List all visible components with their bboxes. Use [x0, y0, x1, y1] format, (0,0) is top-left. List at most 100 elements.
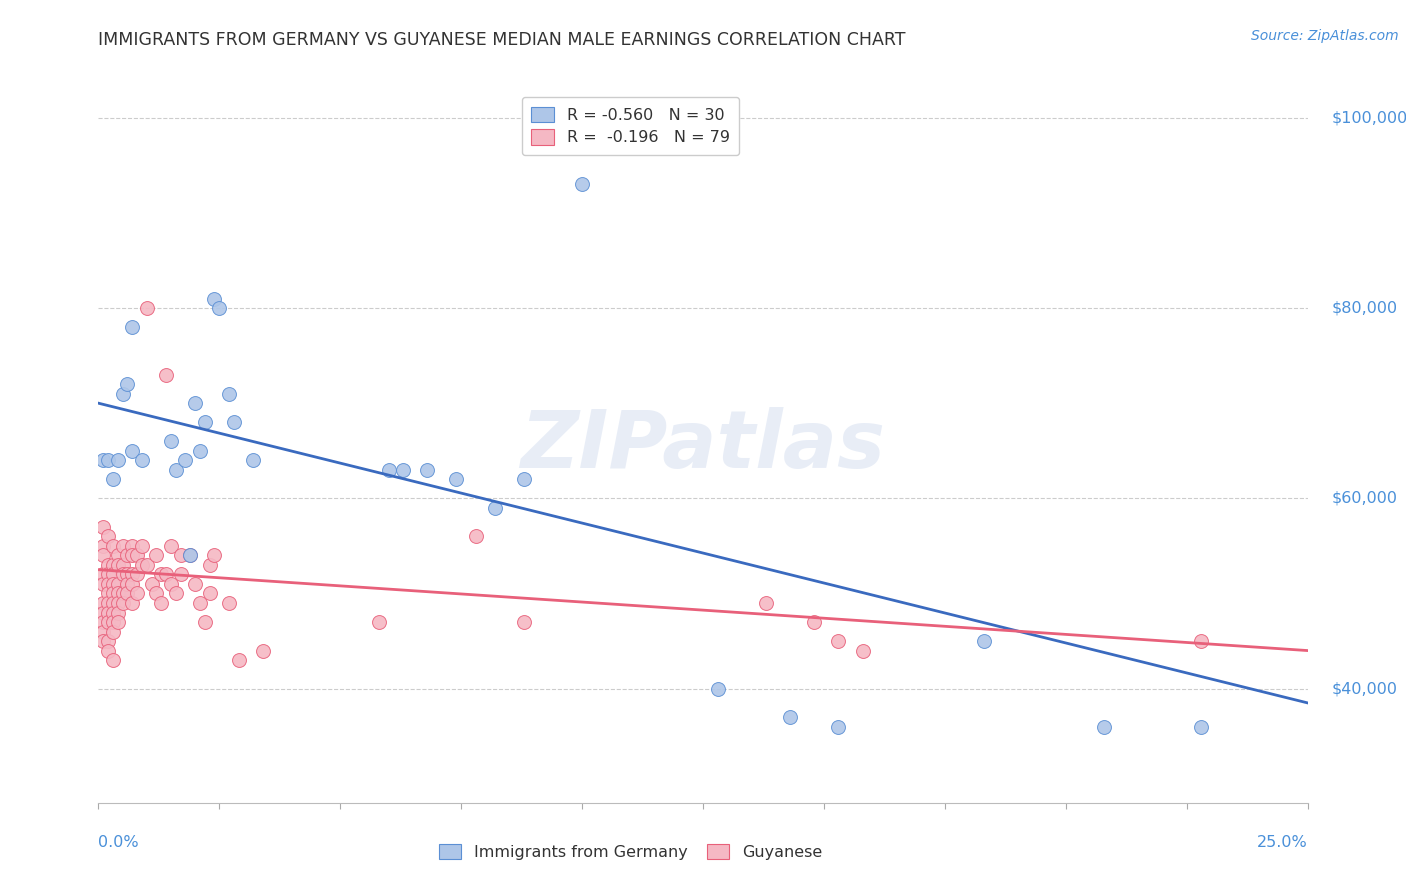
Point: [121, 567, 143, 582]
Point: [107, 596, 129, 610]
Point: [121, 577, 143, 591]
Point: [107, 615, 129, 629]
Point: [184, 396, 207, 410]
Point: [827, 720, 849, 734]
Point: [218, 596, 240, 610]
Point: [91, 520, 114, 534]
Point: [169, 567, 191, 582]
Point: [107, 549, 129, 563]
Point: [135, 301, 157, 315]
Point: [91, 567, 114, 582]
Point: [117, 567, 139, 582]
Point: [127, 567, 149, 582]
Point: [803, 615, 825, 629]
Point: [101, 615, 124, 629]
Text: $60,000: $60,000: [1331, 491, 1398, 506]
Text: ZIPatlas: ZIPatlas: [520, 407, 886, 485]
Point: [852, 643, 875, 657]
Point: [117, 586, 139, 600]
Point: [779, 710, 801, 724]
Legend: Immigrants from Germany, Guyanese: Immigrants from Germany, Guyanese: [432, 838, 828, 866]
Point: [145, 586, 167, 600]
Point: [121, 443, 143, 458]
Point: [1094, 720, 1116, 734]
Point: [165, 463, 187, 477]
Point: [101, 472, 124, 486]
Text: 0.0%: 0.0%: [98, 835, 139, 850]
Point: [194, 615, 217, 629]
Point: [377, 463, 399, 477]
Point: [91, 577, 114, 591]
Point: [101, 558, 124, 572]
Point: [91, 615, 114, 629]
Point: [179, 549, 201, 563]
Point: [446, 472, 468, 486]
Point: [513, 615, 536, 629]
Point: [204, 549, 226, 563]
Text: IMMIGRANTS FROM GERMANY VS GUYANESE MEDIAN MALE EARNINGS CORRELATION CHART: IMMIGRANTS FROM GERMANY VS GUYANESE MEDI…: [98, 31, 905, 49]
Point: [111, 586, 134, 600]
Text: Source: ZipAtlas.com: Source: ZipAtlas.com: [1251, 29, 1399, 43]
Point: [484, 500, 506, 515]
Point: [101, 624, 124, 639]
Text: $40,000: $40,000: [1331, 681, 1398, 696]
Point: [174, 453, 197, 467]
Point: [188, 596, 211, 610]
Point: [198, 586, 221, 600]
Point: [97, 558, 120, 572]
Point: [101, 606, 124, 620]
Point: [198, 558, 221, 572]
Point: [97, 634, 120, 648]
Point: [97, 596, 120, 610]
Point: [101, 596, 124, 610]
Point: [91, 453, 114, 467]
Point: [141, 577, 163, 591]
Point: [97, 606, 120, 620]
Point: [571, 178, 593, 192]
Point: [97, 567, 120, 582]
Point: [117, 549, 139, 563]
Point: [222, 415, 245, 429]
Point: [101, 653, 124, 667]
Text: $100,000: $100,000: [1331, 111, 1406, 125]
Point: [101, 539, 124, 553]
Point: [184, 577, 207, 591]
Point: [111, 386, 134, 401]
Point: [755, 596, 778, 610]
Point: [121, 320, 143, 334]
Point: [973, 634, 995, 648]
Point: [1189, 720, 1212, 734]
Point: [111, 596, 134, 610]
Text: 25.0%: 25.0%: [1257, 835, 1308, 850]
Point: [169, 549, 191, 563]
Point: [97, 586, 120, 600]
Point: [97, 615, 120, 629]
Point: [91, 634, 114, 648]
Point: [145, 549, 167, 563]
Point: [107, 586, 129, 600]
Point: [160, 434, 183, 449]
Point: [252, 643, 274, 657]
Point: [91, 549, 114, 563]
Point: [218, 386, 240, 401]
Point: [155, 368, 177, 382]
Point: [97, 643, 120, 657]
Point: [121, 539, 143, 553]
Point: [111, 558, 134, 572]
Point: [101, 567, 124, 582]
Point: [127, 586, 149, 600]
Point: [97, 453, 120, 467]
Point: [155, 567, 177, 582]
Point: [117, 377, 139, 392]
Point: [107, 558, 129, 572]
Text: $80,000: $80,000: [1331, 301, 1398, 316]
Point: [368, 615, 391, 629]
Point: [160, 539, 183, 553]
Point: [107, 453, 129, 467]
Point: [228, 653, 250, 667]
Point: [127, 549, 149, 563]
Point: [179, 549, 201, 563]
Point: [392, 463, 415, 477]
Point: [194, 415, 217, 429]
Point: [150, 596, 173, 610]
